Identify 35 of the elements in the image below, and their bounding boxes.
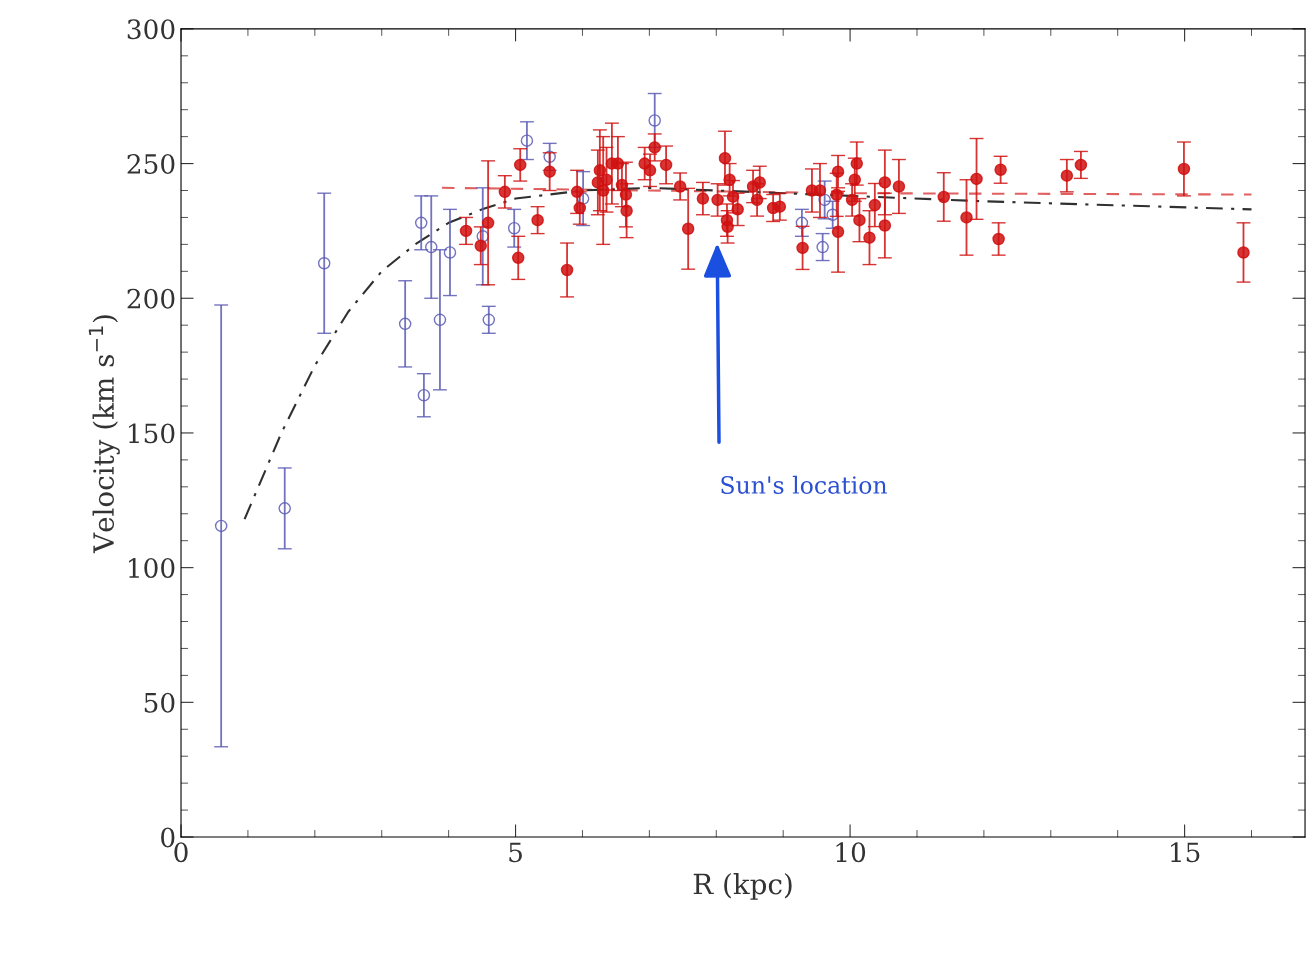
point xyxy=(520,134,534,147)
point xyxy=(433,313,447,327)
point xyxy=(443,246,457,259)
y-tick-label: 200 xyxy=(127,288,175,309)
y-tick-label: 150 xyxy=(129,423,175,444)
point xyxy=(543,150,556,164)
point xyxy=(826,208,839,221)
point xyxy=(507,221,521,235)
point xyxy=(476,230,490,243)
point xyxy=(317,256,331,270)
x-tick-label: 5 xyxy=(509,842,522,863)
point xyxy=(576,192,590,205)
point xyxy=(214,519,228,533)
x-tick-label: 10 xyxy=(836,842,866,863)
point xyxy=(278,502,291,515)
point xyxy=(398,317,412,331)
point xyxy=(482,313,496,327)
point xyxy=(818,193,831,207)
x-axis-title: R (kpc) xyxy=(693,872,792,900)
point xyxy=(816,240,829,254)
point xyxy=(417,388,431,402)
point xyxy=(424,240,438,254)
y-tick-label: 300 xyxy=(127,19,175,40)
y-tick-label: 100 xyxy=(129,558,175,579)
point xyxy=(414,216,428,230)
point xyxy=(795,216,809,230)
annotation: Sun's location xyxy=(721,475,887,494)
x-tick-label: 15 xyxy=(1171,842,1200,863)
y-tick-label: 250 xyxy=(127,154,175,174)
line-series xyxy=(243,186,1253,521)
x-tick-label: 0 xyxy=(174,842,188,863)
y-axis-title: Velocity (km s$^{−1}$) xyxy=(88,315,120,554)
y-tick-label: 0 xyxy=(161,827,175,848)
point xyxy=(648,114,661,127)
y-tick-label: 50 xyxy=(144,692,175,713)
